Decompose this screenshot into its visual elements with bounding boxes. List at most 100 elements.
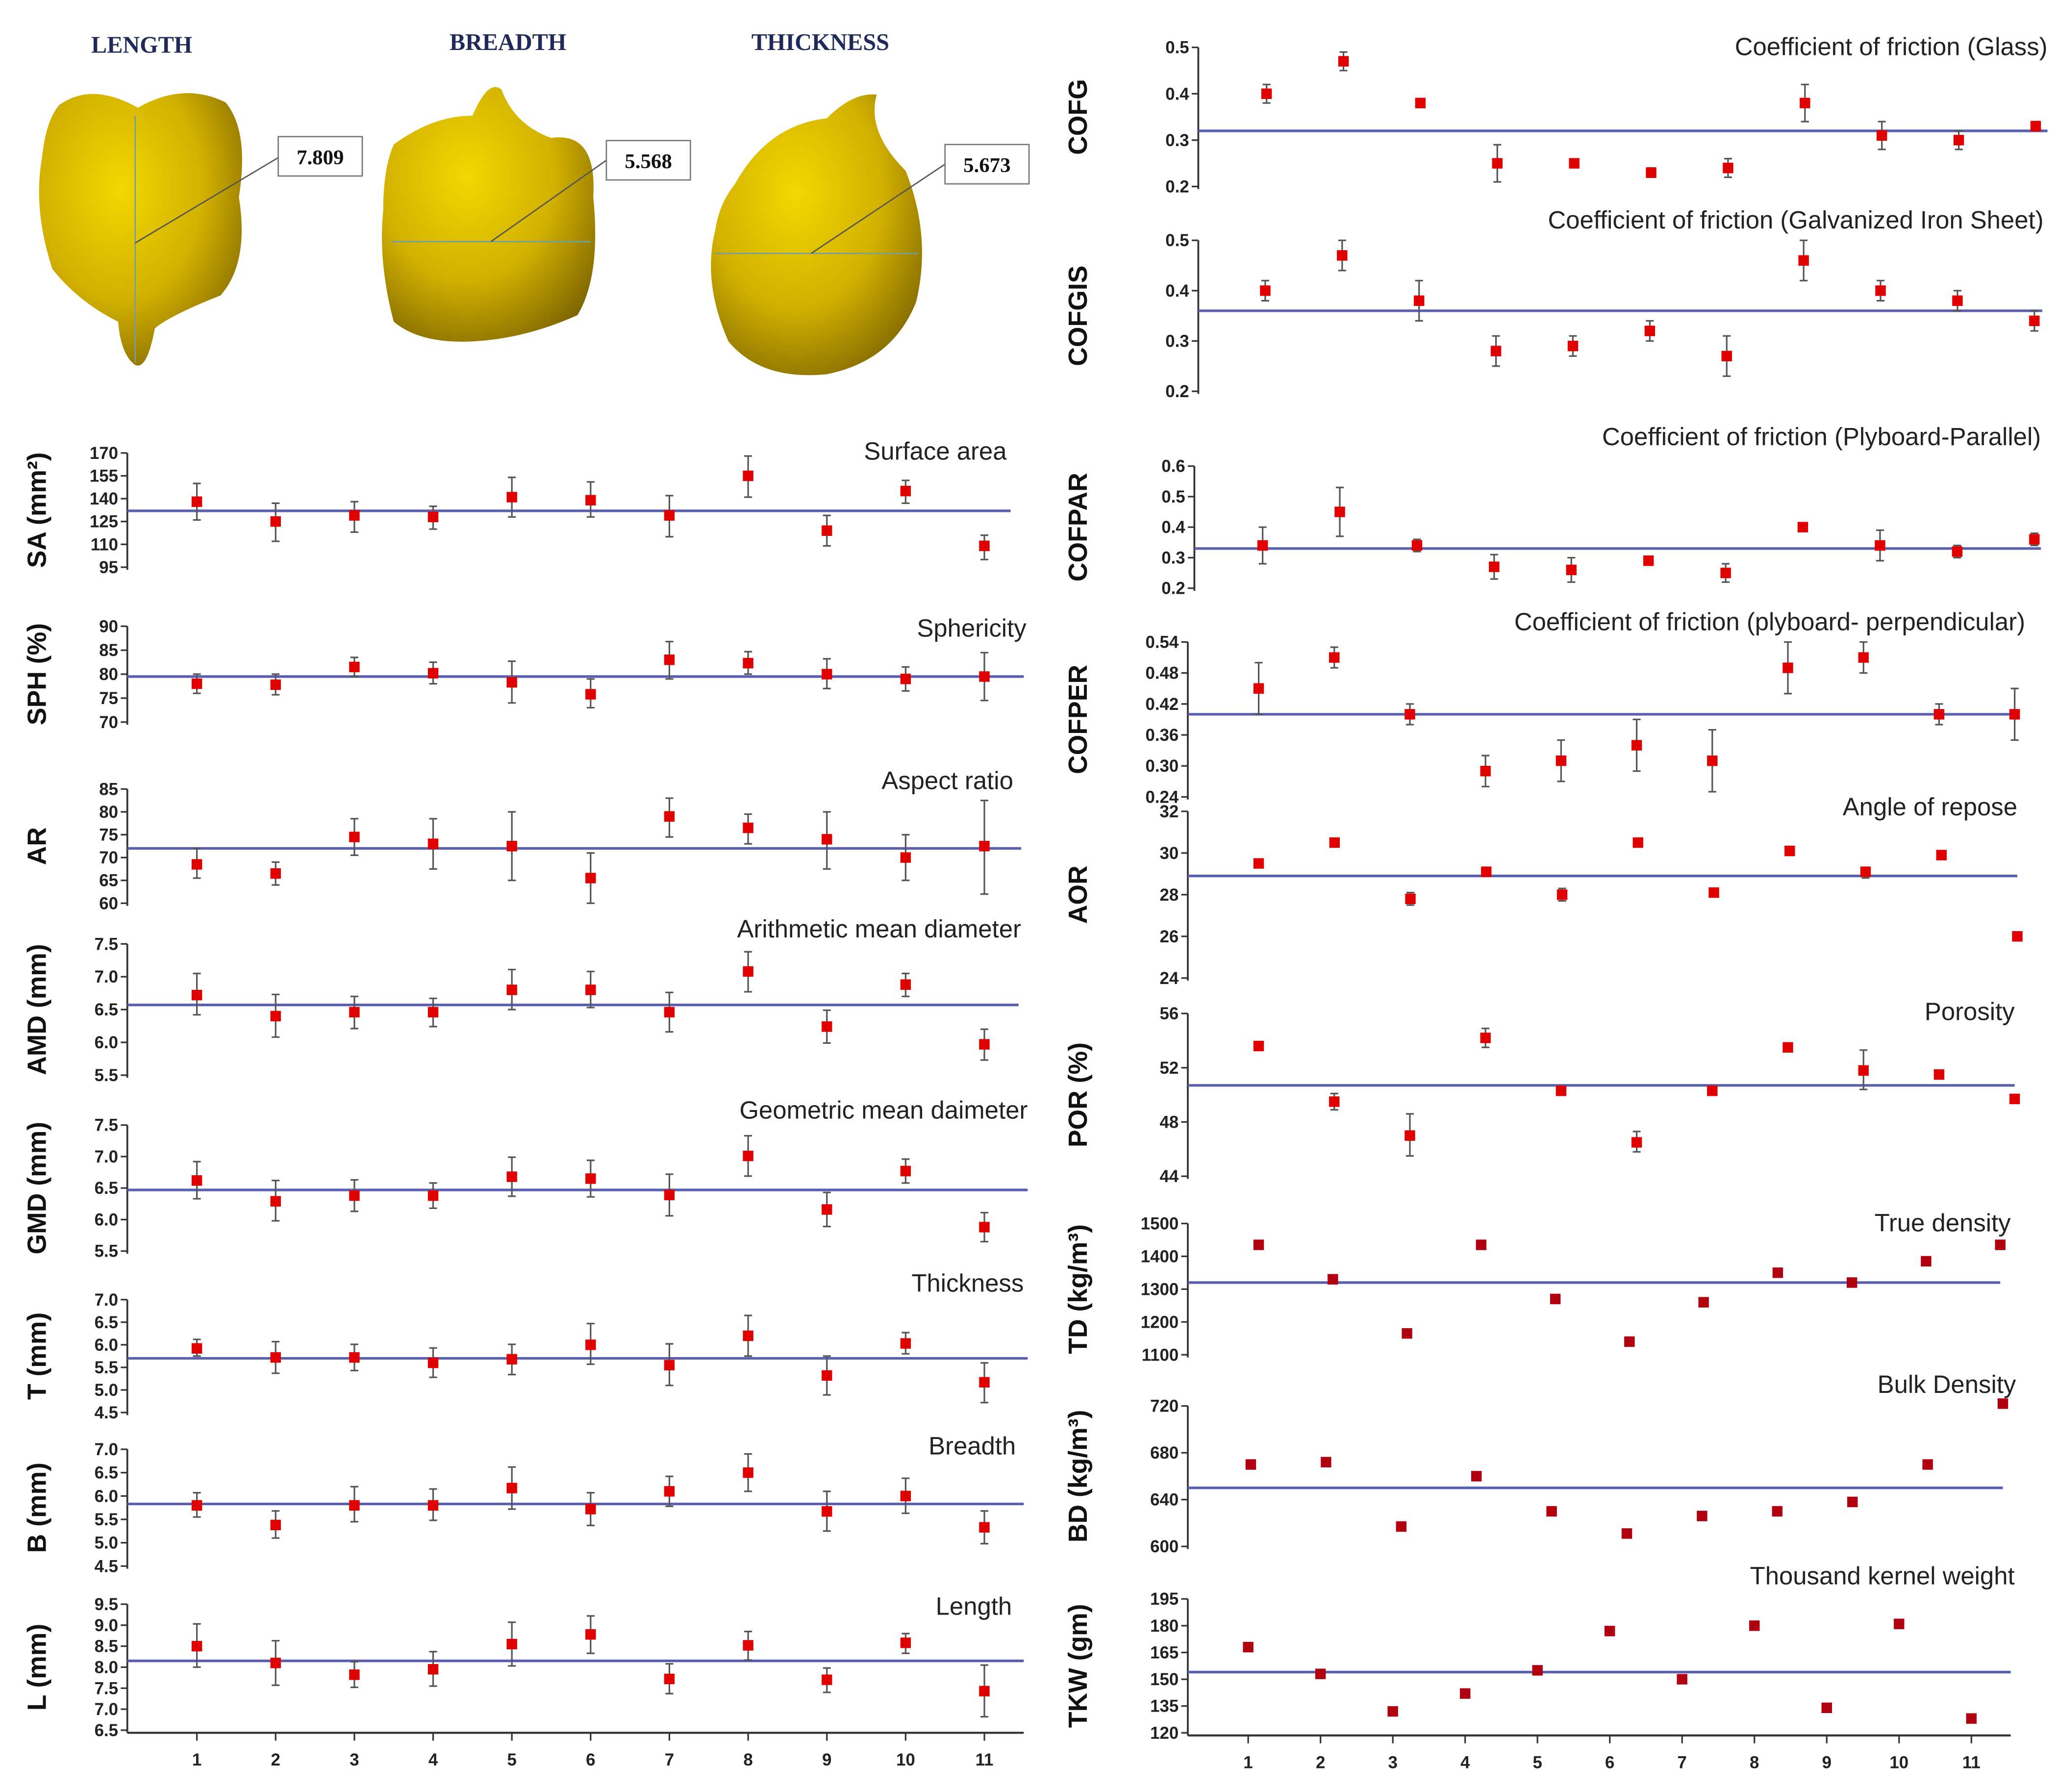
data-point <box>270 1010 281 1022</box>
data-point <box>1321 1457 1331 1467</box>
x-tick-label: 4 <box>1460 1753 1470 1772</box>
chart-amd: 5.5 6.0 6.5 7.0 7.5 Arithmetic mean diameter A… <box>23 915 1021 1085</box>
y-tick-label: 90 <box>99 617 118 636</box>
x-tick-label: 6 <box>586 1750 595 1769</box>
data-point <box>1723 162 1733 174</box>
x-tick-label: 1 <box>1243 1753 1253 1772</box>
data-point <box>1782 662 1793 673</box>
data-point <box>1875 540 1885 551</box>
data-point <box>900 852 911 863</box>
chart-title: Coefficient of friction (Glass) <box>1735 33 2048 61</box>
data-point <box>1566 564 1577 576</box>
chart-title: Arithmetic mean diameter <box>737 915 1021 943</box>
y-tick-label: 0.42 <box>1145 695 1179 714</box>
y-tick-label: 65 <box>99 871 118 890</box>
seed-view-breadth: BREADTH 5.568 <box>382 29 691 342</box>
y-tick-label: 0.4 <box>1161 518 1185 537</box>
y-tick-label: 680 <box>1150 1443 1179 1463</box>
y-axis-label: COFPER <box>1064 665 1093 774</box>
y-tick-label: 5.5 <box>95 1066 118 1085</box>
y-axis-label: TKW (gm) <box>1064 1604 1093 1728</box>
data-point <box>2009 709 2020 720</box>
x-tick-label: 2 <box>1316 1753 1325 1772</box>
y-tick-label: 120 <box>1150 1723 1179 1742</box>
data-point <box>1997 1398 2008 1409</box>
data-point <box>270 516 281 527</box>
data-point <box>1800 98 1810 108</box>
data-point <box>900 979 911 990</box>
data-point <box>1643 555 1654 566</box>
data-point <box>1245 1459 1256 1470</box>
data-point <box>1481 866 1492 877</box>
y-tick-label: 80 <box>99 803 118 822</box>
data-point <box>191 989 202 1001</box>
data-point <box>191 859 202 870</box>
data-point <box>427 1357 439 1368</box>
data-point <box>1415 98 1426 108</box>
data-point <box>1556 889 1568 900</box>
y-axis-label: AMD (mm) <box>23 944 52 1075</box>
data-point <box>900 1338 911 1349</box>
data-point <box>2029 534 2040 545</box>
data-point <box>743 1467 753 1478</box>
data-point <box>1405 709 1415 720</box>
y-tick-label: 8.0 <box>95 1658 118 1677</box>
data-point <box>349 1190 360 1201</box>
data-point <box>349 1669 360 1680</box>
x-tick-label: 5 <box>1533 1753 1542 1772</box>
data-point <box>1329 837 1340 848</box>
y-tick-label: 7.5 <box>95 934 118 954</box>
data-point <box>427 1190 439 1201</box>
data-point <box>427 511 439 523</box>
data-point <box>1772 1506 1783 1517</box>
y-tick-label: 5.0 <box>95 1381 118 1400</box>
seed-label-breadth: BREADTH <box>450 29 566 55</box>
y-axis-label: L (mm) <box>23 1624 52 1711</box>
data-point <box>821 834 832 845</box>
y-axis-label: BD (kg/m³) <box>1064 1410 1093 1543</box>
data-point <box>270 1658 281 1668</box>
data-point <box>1933 1069 1945 1080</box>
y-tick-label: 56 <box>1159 1004 1179 1023</box>
data-point <box>191 678 202 689</box>
data-point <box>1858 652 1869 663</box>
y-tick-label: 75 <box>99 689 118 708</box>
data-point <box>1546 1506 1557 1517</box>
data-point <box>1490 346 1502 356</box>
y-tick-label: 7.0 <box>95 1147 118 1166</box>
data-point <box>743 470 753 481</box>
y-tick-label: 85 <box>99 780 118 799</box>
data-point <box>1480 766 1491 777</box>
y-tick-label: 640 <box>1150 1490 1179 1510</box>
x-tick-label: 2 <box>271 1750 280 1769</box>
data-point <box>1413 295 1425 306</box>
data-point <box>585 689 596 700</box>
data-point <box>1894 1618 1905 1629</box>
y-tick-label: 0.3 <box>1161 548 1185 567</box>
y-tick-label: 26 <box>1159 927 1179 946</box>
y-tick-label: 1300 <box>1141 1280 1179 1299</box>
data-point <box>1624 1336 1635 1347</box>
data-point <box>1952 295 1963 306</box>
y-axis-label: COFG <box>1064 79 1093 155</box>
y-tick-label: 7.0 <box>95 1440 118 1459</box>
x-tick-label: 10 <box>1889 1753 1908 1772</box>
data-point <box>270 679 281 690</box>
y-tick-label: 0.5 <box>1165 38 1189 57</box>
y-tick-label: 170 <box>90 444 118 463</box>
data-point <box>1677 1674 1687 1685</box>
data-point <box>1631 1137 1642 1148</box>
y-tick-label: 5.5 <box>95 1510 118 1529</box>
data-point <box>664 1486 675 1497</box>
data-point <box>1708 887 1719 898</box>
data-point <box>506 1171 517 1182</box>
chart-aor: 24 26 28 30 32 Angle of repose AOR <box>1064 793 2023 988</box>
y-axis-label: GMD (mm) <box>23 1122 52 1255</box>
y-tick-label: 28 <box>1159 885 1179 905</box>
y-tick-label: 0.36 <box>1145 726 1179 745</box>
data-point <box>1632 837 1643 848</box>
y-tick-label: 7.0 <box>95 1290 118 1310</box>
x-tick-label: 8 <box>743 1750 753 1769</box>
data-point <box>900 1490 911 1502</box>
data-point <box>1707 755 1718 766</box>
